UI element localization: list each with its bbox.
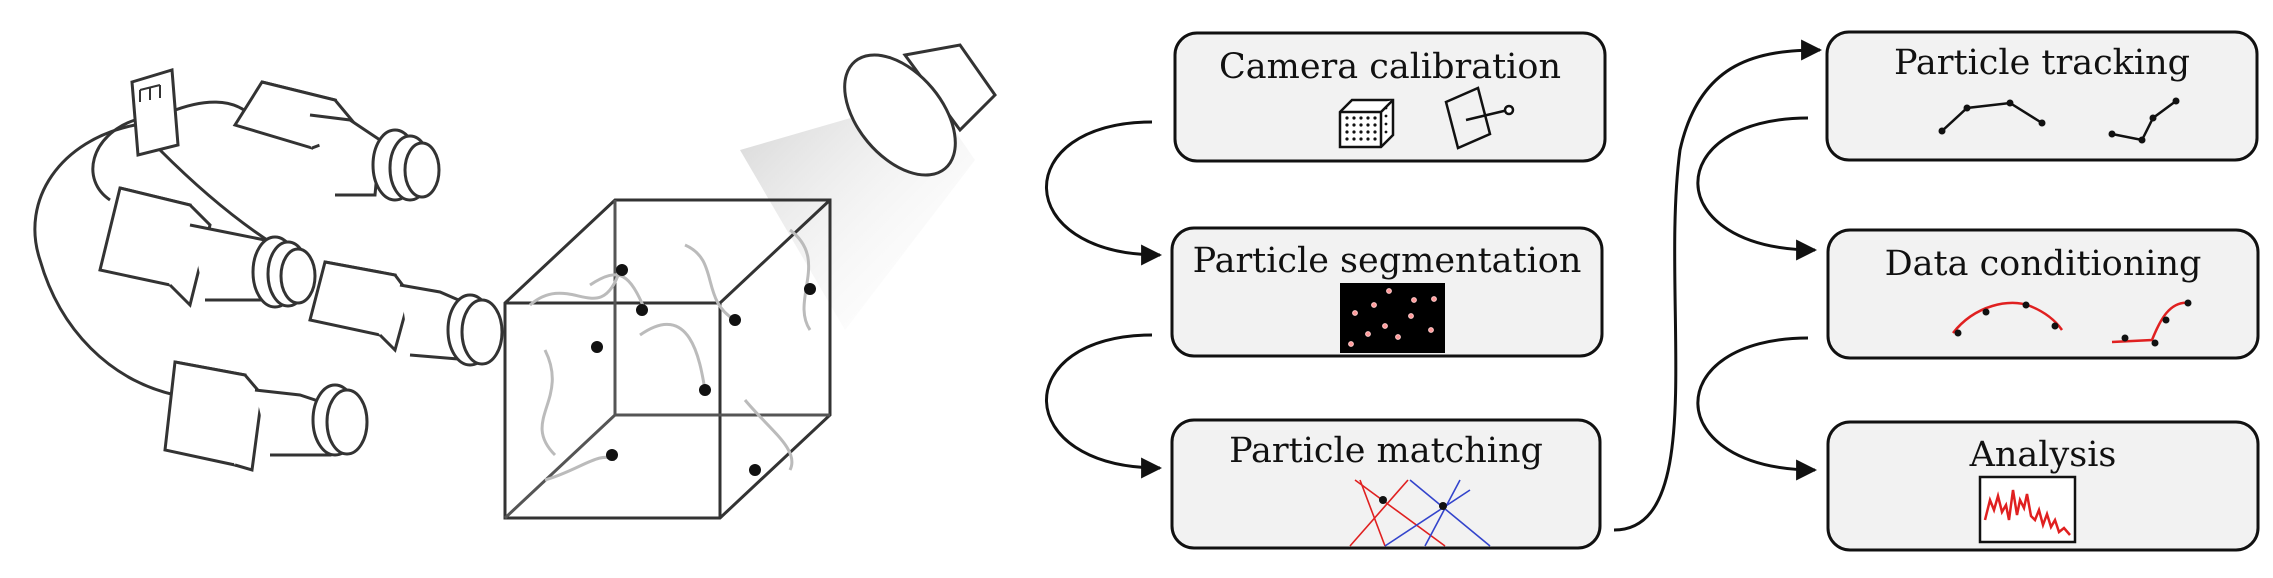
step-box [1826, 228, 2260, 360]
arrow-calibration-to-segmentation [1045, 120, 1163, 266]
step-label: Camera calibration [1219, 47, 1561, 87]
camera-icon-4 [163, 360, 369, 472]
particle-dots [591, 264, 816, 476]
arrow-conditioning-to-analysis [1696, 336, 1818, 481]
step-label: Data conditioning [1885, 244, 2202, 284]
connector-arrows [1045, 39, 1823, 532]
arrow-matching-to-tracking [1613, 39, 1823, 532]
segmentation-image [1340, 283, 1445, 353]
trigger-box-icon [130, 68, 180, 157]
step-label: Particle segmentation [1193, 241, 1582, 281]
track-polyline-icon [1938, 97, 2180, 144]
step-box [1173, 31, 1607, 163]
epipolar-lines-icon [1349, 479, 1491, 547]
step-box [1170, 418, 1602, 550]
step-camera-calibration: Camera calibration [1173, 31, 1607, 163]
step-data-conditioning: Data conditioning [1826, 228, 2260, 360]
lamp-icon [843, 43, 997, 177]
arrow-tracking-to-conditioning [1696, 116, 1818, 261]
workflow-flowchart: Camera calibration Partic [1045, 30, 2260, 552]
step-particle-matching: Particle matching [1170, 418, 1602, 550]
calibration-target-icon [1338, 98, 1395, 149]
step-label: Particle matching [1229, 431, 1543, 471]
measurement-volume-cube [503, 198, 832, 520]
camera-icon-1 [232, 80, 441, 202]
step-analysis: Analysis [1826, 420, 2260, 552]
camera-icon-3 [308, 260, 504, 367]
step-label: Analysis [1969, 435, 2117, 475]
particle-trajectories [529, 228, 812, 482]
step-particle-segmentation: Particle segmentation [1170, 226, 1604, 358]
camera-icon-2 [98, 186, 317, 309]
step-particle-tracking: Particle tracking [1825, 30, 2259, 162]
smoothed-track-icon [1952, 299, 2192, 347]
experimental-setup-illustration [33, 43, 997, 520]
arrow-segmentation-to-matching [1045, 333, 1163, 479]
detected-particles [1348, 288, 1437, 347]
analysis-signal-icon [1983, 489, 2071, 536]
step-label: Particle tracking [1894, 43, 2190, 83]
camera-projection-icon [1444, 86, 1515, 150]
step-box [1825, 30, 2259, 162]
